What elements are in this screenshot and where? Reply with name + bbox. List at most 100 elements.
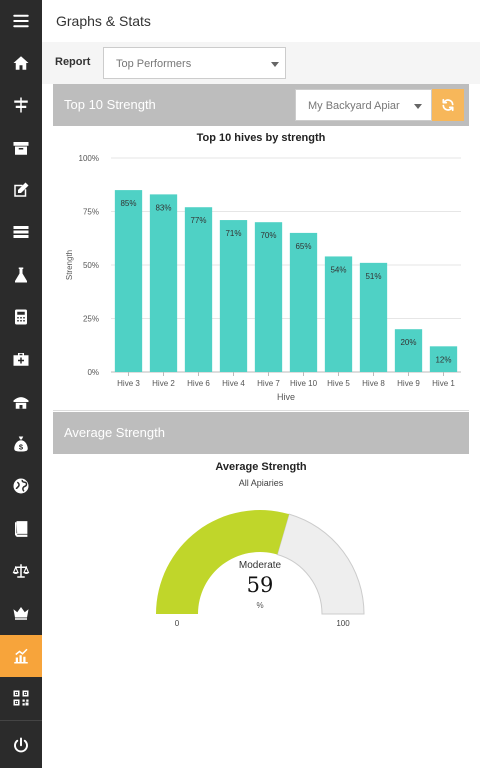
- medkit-icon: [13, 353, 29, 366]
- sidebar-item-crown[interactable]: [0, 592, 42, 634]
- bar[interactable]: [254, 222, 283, 372]
- x-axis-label: Hive: [277, 392, 295, 402]
- gauge-unit: %: [256, 601, 263, 610]
- bar-data-label: 51%: [365, 272, 381, 281]
- gauge-rating: Moderate: [239, 560, 282, 571]
- sidebar-item-chart[interactable]: [0, 635, 42, 677]
- x-tick-label: Hive 7: [257, 379, 280, 388]
- sidebar-divider: [0, 720, 42, 721]
- x-tick-label: Hive 5: [327, 379, 350, 388]
- sidebar-item-money-bag[interactable]: $: [0, 423, 42, 465]
- bar-data-label: 70%: [260, 231, 276, 240]
- sidebar-item-book[interactable]: [0, 508, 42, 550]
- report-select[interactable]: Top Performers: [103, 47, 286, 79]
- refresh-button[interactable]: [432, 89, 464, 121]
- bar[interactable]: [114, 190, 143, 372]
- edit-icon: [14, 182, 29, 197]
- average-strength-gauge: Average Strength All Apiaries Moderate 59% 0…: [156, 461, 365, 628]
- bar-data-label: 83%: [155, 203, 171, 212]
- sidebar-item-list[interactable]: [0, 211, 42, 253]
- x-tick-label: Hive 6: [187, 379, 210, 388]
- report-label: Report: [55, 56, 91, 68]
- sidebar-item-power[interactable]: [0, 725, 42, 767]
- sidebar-item-menu[interactable]: [0, 0, 42, 42]
- sidebar-item-medkit[interactable]: [0, 338, 42, 380]
- apiary-select-value: My Backyard Apiar: [308, 100, 400, 112]
- gauge-value: 59: [247, 573, 274, 597]
- y-tick-label: 0%: [87, 368, 99, 377]
- qr-code-icon: [13, 690, 29, 706]
- page-title: Graphs & Stats: [56, 13, 151, 29]
- bar[interactable]: [219, 220, 248, 372]
- bar[interactable]: [149, 194, 178, 372]
- book-icon: [15, 521, 28, 537]
- x-tick-label: Hive 8: [362, 379, 385, 388]
- sidebar-item-archive[interactable]: [0, 127, 42, 169]
- sidebar-item-calculator[interactable]: [0, 296, 42, 338]
- bar[interactable]: [359, 262, 388, 372]
- bar-data-label: 85%: [120, 199, 136, 208]
- x-tick-label: Hive 9: [397, 379, 420, 388]
- report-select-value: Top Performers: [116, 58, 192, 70]
- bar-data-label: 12%: [435, 355, 451, 364]
- globe-icon: [13, 478, 29, 494]
- y-tick-label: 25%: [83, 315, 99, 324]
- refresh-icon: [442, 98, 454, 112]
- chart-icon: [14, 648, 28, 664]
- sidebar-item-scale[interactable]: [0, 550, 42, 592]
- main-content: Graphs & Stats Report Top Performers Top…: [42, 0, 480, 768]
- divider: [53, 410, 469, 411]
- bar-data-label: 20%: [400, 338, 416, 347]
- hive-icon: [14, 97, 28, 113]
- power-icon: [14, 737, 28, 753]
- strength-panel-title: Top 10 Strength: [64, 97, 156, 112]
- sidebar-item-globe[interactable]: [0, 465, 42, 507]
- bar[interactable]: [184, 207, 213, 372]
- strength-panel-header: Top 10 Strength My Backyard Apiar: [53, 84, 469, 126]
- home-icon: [13, 56, 29, 70]
- sidebar-item-flask[interactable]: [0, 254, 42, 296]
- gauge-title: Average Strength: [215, 461, 307, 473]
- sidebar-item-edit[interactable]: [0, 169, 42, 211]
- bar[interactable]: [289, 232, 318, 372]
- bar-data-label: 65%: [295, 242, 311, 251]
- average-panel-title: Average Strength: [64, 425, 165, 440]
- archive-icon: [13, 142, 29, 155]
- x-tick-label: Hive 1: [432, 379, 455, 388]
- y-tick-label: 75%: [83, 208, 99, 217]
- gauge-fill: [156, 510, 290, 614]
- scale-icon: [12, 564, 30, 578]
- bar[interactable]: [324, 256, 353, 372]
- sidebar-item-hive[interactable]: [0, 84, 42, 126]
- average-panel-header: Average Strength: [53, 412, 469, 454]
- apiary-icon: [13, 397, 29, 409]
- crown-icon: [13, 607, 29, 620]
- money-bag-icon: $: [14, 436, 28, 452]
- x-tick-label: Hive 2: [152, 379, 175, 388]
- bar-data-label: 54%: [330, 265, 346, 274]
- bar[interactable]: [429, 346, 458, 372]
- y-tick-label: 50%: [83, 261, 99, 270]
- apiary-select[interactable]: My Backyard Apiar: [295, 89, 432, 121]
- y-axis-label: Strength: [65, 250, 74, 280]
- sidebar-item-home[interactable]: [0, 42, 42, 84]
- bar-data-label: 71%: [225, 229, 241, 238]
- title-bar: Graphs & Stats: [42, 0, 480, 42]
- svg-text:$: $: [19, 442, 24, 451]
- flask-icon: [15, 267, 27, 283]
- sidebar-item-qr-code[interactable]: [0, 677, 42, 719]
- gauge-min-label: 0: [175, 619, 180, 628]
- gauge-subtitle: All Apiaries: [239, 478, 284, 488]
- x-tick-label: Hive 10: [290, 379, 318, 388]
- y-tick-label: 100%: [79, 154, 99, 163]
- report-row: Report Top Performers: [42, 42, 480, 84]
- x-tick-label: Hive 4: [222, 379, 245, 388]
- chevron-down-icon: [414, 104, 422, 109]
- chart-title: Top 10 hives by strength: [197, 132, 326, 144]
- bar[interactable]: [394, 329, 423, 372]
- sidebar: $: [0, 0, 42, 768]
- sidebar-item-apiary[interactable]: [0, 381, 42, 423]
- list-icon: [13, 226, 29, 238]
- calculator-icon: [15, 309, 27, 325]
- bar-data-label: 77%: [190, 216, 206, 225]
